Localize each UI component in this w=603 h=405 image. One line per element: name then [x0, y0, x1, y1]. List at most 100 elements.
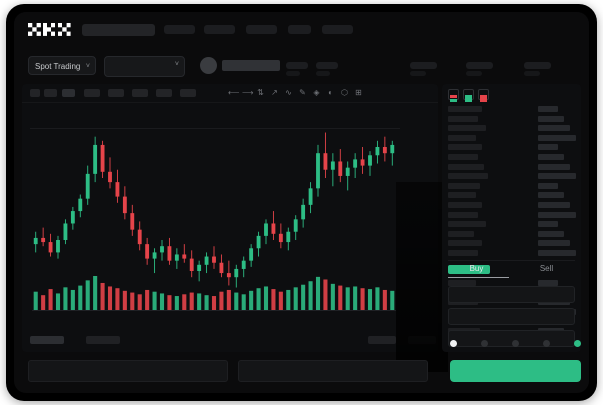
tab-sell[interactable]: Sell: [539, 264, 554, 273]
eraser-icon[interactable]: ◈: [313, 88, 320, 97]
crosshair-icon[interactable]: ⟶: [242, 88, 254, 97]
chevron-down-icon-search: ˅: [174, 61, 179, 68]
market-type-label: Spot Trading: [35, 62, 81, 71]
order-book-row[interactable]: [448, 106, 482, 112]
order-book-row[interactable]: [448, 240, 482, 247]
wave-icon[interactable]: ∿: [285, 88, 292, 97]
timeframe-chip-2[interactable]: [44, 89, 57, 97]
nav-item-2[interactable]: [204, 25, 235, 34]
order-book-row[interactable]: [448, 211, 478, 218]
positions-panel[interactable]: [238, 360, 428, 382]
timeframe-chip-5[interactable]: [108, 89, 124, 97]
trendline-icon[interactable]: ⇅: [257, 88, 264, 97]
pagination-dot-1[interactable]: [450, 340, 457, 347]
order-book-row-size[interactable]: [538, 134, 576, 141]
pagination-dot-4[interactable]: [543, 340, 550, 347]
book-asks-icon[interactable]: [478, 89, 489, 102]
order-book-row-size[interactable]: [538, 250, 576, 256]
stat-3-value: [410, 62, 437, 69]
timeframe-chip-7[interactable]: [156, 89, 172, 97]
open-orders-panel[interactable]: [28, 360, 228, 382]
order-book-row-size[interactable]: [538, 154, 564, 160]
pagination-dot-2[interactable]: [481, 340, 488, 347]
order-book-row[interactable]: [448, 250, 478, 256]
trading-pair-label[interactable]: [222, 60, 280, 71]
stat-1-value: [286, 62, 308, 69]
timeframe-chip-8[interactable]: [180, 89, 196, 97]
order-book-row-size[interactable]: [538, 173, 576, 180]
order-book-row[interactable]: [448, 280, 476, 286]
timeframe-chip-6[interactable]: [132, 89, 148, 97]
book-all-icon[interactable]: [448, 89, 459, 102]
order-book-row-size[interactable]: [538, 182, 558, 189]
order-price-input[interactable]: [448, 286, 575, 303]
device-frame: Spot Trading ˅ ˅: [6, 4, 597, 401]
stat-3-label: [410, 71, 426, 76]
timeframe-chip-3[interactable]: [62, 89, 75, 97]
stat-4-value: [466, 62, 493, 69]
tab-buy[interactable]: Buy: [469, 264, 484, 273]
order-book-row-size[interactable]: [538, 211, 576, 218]
market-type-selector[interactable]: Spot Trading ˅: [28, 56, 96, 75]
order-book-row[interactable]: [448, 230, 474, 237]
order-book-row-size[interactable]: [538, 115, 564, 122]
order-book-row[interactable]: [448, 182, 480, 189]
chart-toolbar: ⟵ ⟶ ⇅ ↗ ∿ ✎ ◈ ◐ ⬡ ⊞: [22, 84, 438, 103]
volume-histogram: [22, 272, 438, 318]
chevron-down-icon: ˅: [85, 63, 90, 70]
chart-footer-chip-2[interactable]: [86, 336, 120, 344]
okx-logo-icon[interactable]: [28, 23, 72, 36]
order-book-row[interactable]: [448, 134, 476, 141]
order-amount-input[interactable]: [448, 308, 575, 325]
order-book-row-size[interactable]: [538, 240, 570, 247]
candle-series: [33, 132, 395, 288]
pagination-dot-3[interactable]: [512, 340, 519, 347]
order-book-row-size[interactable]: [538, 202, 570, 208]
order-book-row[interactable]: [448, 115, 478, 122]
pair-search-input[interactable]: ˅: [104, 56, 185, 77]
chart-footer-chip-1[interactable]: [30, 336, 64, 344]
timeframe-chip-1[interactable]: [30, 89, 40, 97]
pagination-dot-5[interactable]: [574, 340, 581, 347]
stat-4-label: [466, 71, 482, 76]
candlestick-chart[interactable]: [22, 102, 438, 352]
order-book-row-size[interactable]: [538, 163, 570, 170]
order-book-highlight-row[interactable]: [448, 265, 490, 274]
timeframe-chip-4[interactable]: [84, 89, 100, 97]
order-book-row[interactable]: [448, 202, 482, 208]
order-book-row-size[interactable]: [538, 125, 570, 132]
order-book-row[interactable]: [448, 154, 478, 160]
order-book-row-size[interactable]: [538, 280, 558, 286]
cursor-icon[interactable]: ⟵: [228, 88, 240, 97]
order-book-row[interactable]: [448, 163, 484, 170]
brush-icon[interactable]: ✎: [299, 88, 306, 97]
order-book-row-size[interactable]: [538, 230, 564, 237]
order-book-row[interactable]: [448, 192, 476, 199]
order-book-row[interactable]: [448, 173, 488, 180]
nav-item-4[interactable]: [288, 25, 311, 34]
order-book-row[interactable]: [448, 221, 486, 228]
order-book-row-size[interactable]: [538, 144, 558, 151]
order-book-row-size[interactable]: [538, 221, 558, 228]
order-book-row[interactable]: [448, 144, 482, 151]
book-bids-icon[interactable]: [463, 89, 474, 102]
fib-icon[interactable]: ↗: [271, 88, 278, 97]
order-book-row-size[interactable]: [538, 106, 558, 112]
top-navigation-bar: [14, 12, 589, 46]
order-book-row[interactable]: [448, 125, 486, 132]
chart-footer-chip-3[interactable]: [368, 336, 396, 344]
order-book-separator: [448, 260, 575, 261]
global-search-input[interactable]: [82, 24, 155, 36]
bottom-bar: [14, 340, 589, 393]
nav-item-3[interactable]: [246, 25, 277, 34]
order-book-row-size[interactable]: [538, 192, 564, 199]
volume-series: [32, 276, 396, 311]
trash-icon[interactable]: ⊞: [355, 88, 362, 97]
magnet-icon[interactable]: ◐: [328, 88, 333, 97]
chart-panel: ⟵ ⟶ ⇅ ↗ ∿ ✎ ◈ ◐ ⬡ ⊞: [22, 84, 448, 372]
nav-item-1[interactable]: [164, 25, 195, 34]
coin-avatar-icon: [200, 57, 217, 74]
nav-item-5[interactable]: [322, 25, 353, 34]
lock-icon[interactable]: ⬡: [341, 88, 348, 97]
submit-order-button[interactable]: [450, 360, 581, 382]
